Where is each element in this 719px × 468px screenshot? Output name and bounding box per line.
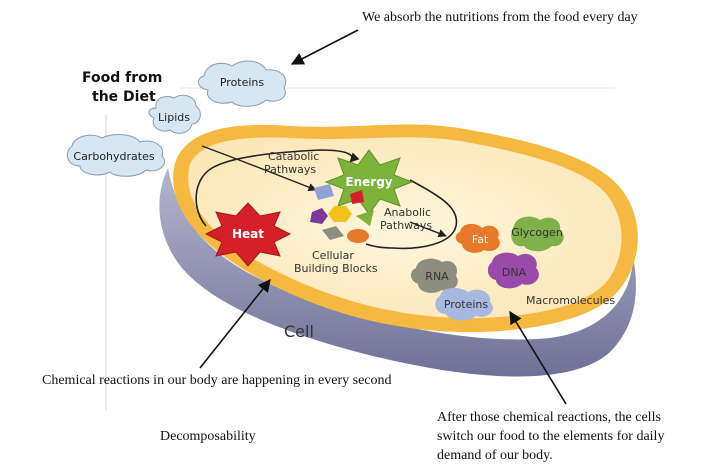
food-cloud-carbohydrates: Carbohydrates [66,134,166,177]
cell-label: Cell [284,322,314,341]
block-purple-pentagon [310,208,328,224]
food-to-pathway-arrow [201,145,317,192]
building-blocks-label: Cellular Building Blocks [294,249,378,275]
svg-text:Carbohydrates: Carbohydrates [73,150,154,163]
building-block-shapes [310,184,374,243]
catabolic-label: Catabolic Pathways [264,150,323,176]
annotation-after-line: demand of our body. [437,448,553,463]
block-blue-diamond [314,184,334,200]
block-orange-oval [347,229,369,243]
cell-side [159,168,636,377]
heat-label: Heat [232,227,264,241]
food-cloud-lipids: Lipids [148,94,201,134]
macromolecule-fat: Fat [455,223,500,253]
svg-text:Fat: Fat [472,233,489,246]
annotation-chemical-reactions: Chemical reactions in our body are happe… [42,373,392,388]
food-source-title: Food from the Diet [82,70,167,105]
annotation-after-line: switch our food to the elements for dail… [437,429,665,444]
macromolecule-rna: RNA [411,258,458,293]
block-green-triangle [356,210,374,226]
catabolic-arrow [195,149,360,227]
svg-text:RNA: RNA [425,270,449,283]
annotation-arrow-chemical [199,278,271,369]
macromolecules-label: Macromolecules [526,294,615,307]
block-red-diamond [350,190,364,204]
svg-text:Lipids: Lipids [158,111,190,124]
macromolecule-proteins: Proteins [435,287,493,321]
anabolic-label: Anabolic Pathways [380,206,435,232]
food-cloud-proteins: Proteins [198,60,287,107]
annotation-after-line: After those chemical reactions, the cell… [437,410,661,425]
energy-label: Energy [345,175,392,189]
block-grey-diamond [322,226,344,240]
annotation-nutrition: We absorb the nutritions from the food e… [362,10,638,25]
macromolecule-glycogen: Glycogen [511,216,564,252]
annotation-arrow-after [509,310,567,405]
heat-star [204,202,292,267]
svg-text:Proteins: Proteins [444,298,489,311]
svg-text:Proteins: Proteins [220,76,265,89]
annotation-after-reactions: After those chemical reactions, the cell… [437,408,664,465]
annotation-decomposability: Decomposability [160,429,256,444]
annotation-arrow-top [290,29,359,65]
anabolic-arrow [365,179,458,250]
to-macromolecules-arrow [409,221,447,238]
svg-text:Glycogen: Glycogen [511,226,563,239]
block-yellow-hexagon [328,206,352,222]
macromolecule-dna: DNA [487,252,539,289]
svg-text:DNA: DNA [502,266,527,279]
